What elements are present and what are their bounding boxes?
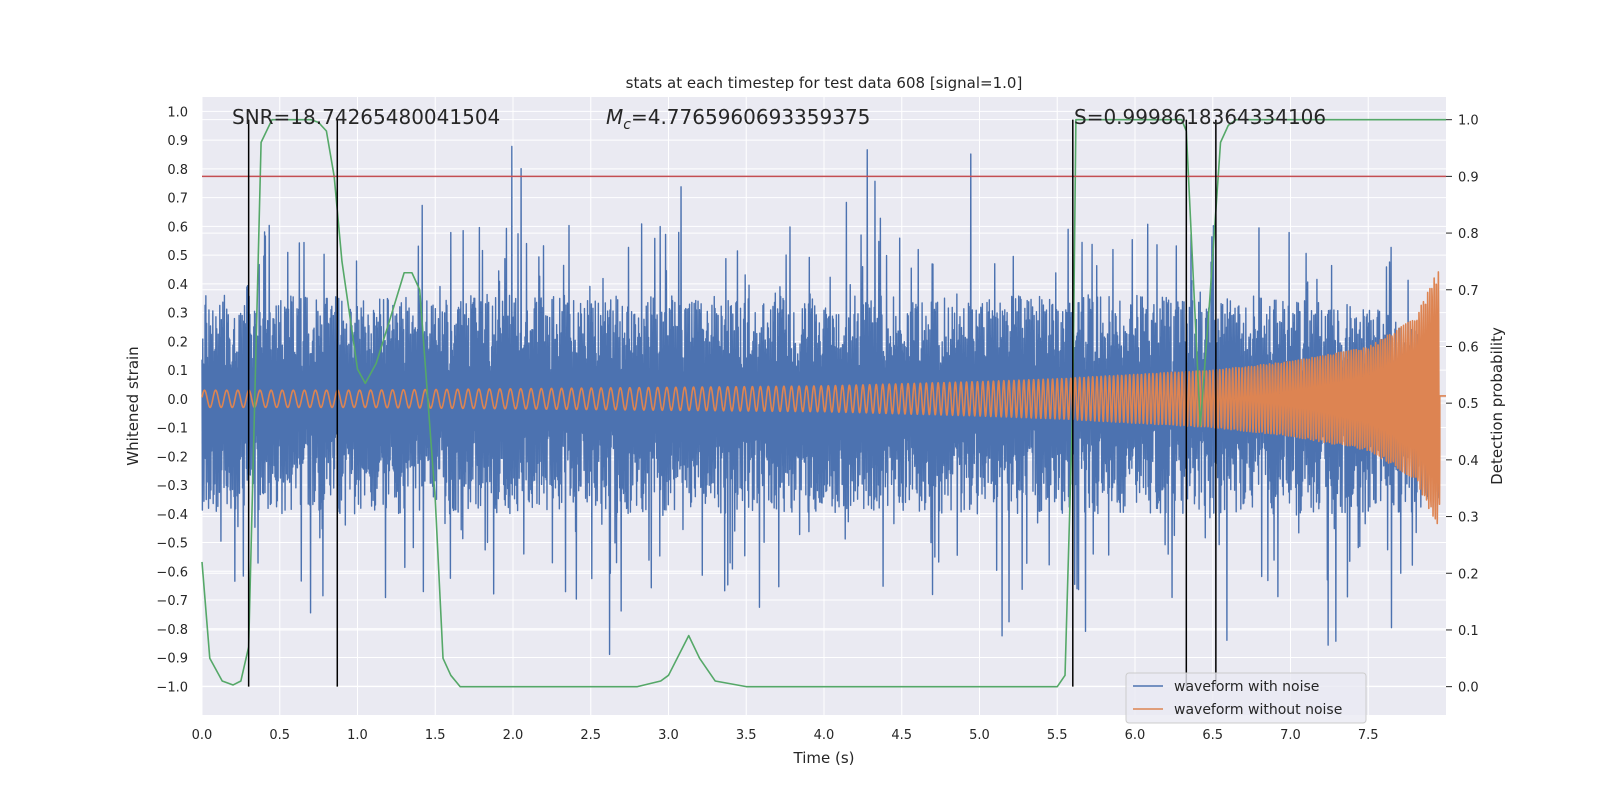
- y2-tick-label: 0.8: [1458, 227, 1479, 242]
- x-tick-label: 3.5: [736, 728, 757, 743]
- y-tick-label: −0.9: [156, 652, 188, 667]
- y-tick-label: 0.0: [167, 393, 188, 408]
- y2-tick-label: 0.6: [1458, 340, 1479, 355]
- chart-title: stats at each timestep for test data 608…: [626, 74, 1023, 92]
- chirp-mass-subscript: c: [623, 117, 631, 133]
- x-tick-label: 5.0: [969, 728, 990, 743]
- x-tick-label: 0.5: [269, 728, 290, 743]
- y2-tick-label: 0.7: [1458, 284, 1479, 299]
- y2-tick-label: 0.3: [1458, 511, 1479, 526]
- x-tick-label: 0.0: [192, 728, 213, 743]
- y-tick-label: 0.9: [167, 134, 188, 149]
- y-tick-label: 1.0: [167, 105, 188, 120]
- y-tick-label: 0.1: [167, 364, 188, 379]
- x-tick-label: 1.0: [347, 728, 368, 743]
- series-layer: [201, 145, 1446, 656]
- y2-tick-label: 0.2: [1458, 567, 1479, 582]
- x-tick-label: 7.0: [1280, 728, 1301, 743]
- s-annotation: S=0.9998618364334106: [1074, 105, 1326, 129]
- y2-axis-label: Detection probability: [1488, 327, 1506, 485]
- y2-tick-label: 0.0: [1458, 681, 1479, 696]
- y2-tick-label: 0.9: [1458, 170, 1479, 185]
- y2-tick-label: 0.1: [1458, 624, 1479, 639]
- y-tick-label: −0.8: [156, 623, 188, 638]
- y-axis-label: Whitened strain: [124, 346, 142, 465]
- x-tick-label: 7.5: [1358, 728, 1379, 743]
- x-tick-label: 6.5: [1202, 728, 1223, 743]
- x-tick-label: 4.5: [891, 728, 912, 743]
- y-tick-label: 0.4: [167, 278, 188, 293]
- legend: waveform with noise waveform without noi…: [1125, 672, 1367, 724]
- y-tick-label: −0.1: [156, 422, 188, 437]
- legend-label-waveform-with-noise: waveform with noise: [1174, 679, 1319, 695]
- series-waveform-without-noise: [201, 271, 1446, 525]
- x-tick-label: 5.5: [1047, 728, 1068, 743]
- y-tick-label: 0.7: [167, 192, 188, 207]
- x-tick-label: 4.0: [814, 728, 835, 743]
- y-tick-label: −0.7: [156, 594, 188, 609]
- y-tick-label: 0.3: [167, 307, 188, 322]
- x-tick-label: 2.5: [580, 728, 601, 743]
- x-axis-label: Time (s): [793, 749, 855, 767]
- y-tick-label: −0.4: [156, 508, 188, 523]
- y2-tick-label: 0.4: [1458, 454, 1479, 469]
- y2-tick-label: 0.5: [1458, 397, 1479, 412]
- x-tick-label: 2.0: [503, 728, 524, 743]
- y-tick-label: −0.6: [156, 565, 188, 580]
- legend-label-waveform-without-noise: waveform without noise: [1174, 702, 1342, 718]
- x-tick-label: 6.0: [1125, 728, 1146, 743]
- chirp-mass-value: =4.7765960693359375: [631, 105, 870, 129]
- overlay-layer: [201, 118, 1446, 688]
- y-tick-label: −0.3: [156, 479, 188, 494]
- y-tick-label: −1.0: [156, 680, 188, 695]
- snr-annotation: SNR=18.74265480041504: [232, 105, 500, 129]
- chirp-mass-annotation: Mc=4.7765960693359375: [606, 105, 870, 133]
- y-tick-label: −0.5: [156, 537, 188, 552]
- chirp-mass-symbol: M: [606, 105, 623, 129]
- y-tick-label: 0.2: [167, 335, 188, 350]
- x-tick-label: 1.5: [425, 728, 446, 743]
- y-tick-label: 0.5: [167, 249, 188, 264]
- y2-tick-label: 1.0: [1458, 114, 1479, 129]
- y-tick-label: 0.6: [167, 220, 188, 235]
- tick-labels: −1.0 −0.9 −0.8 −0.7 −0.6 −0.5 −0.4 −0.3 −0.2 −0.1…: [156, 105, 1478, 743]
- y-tick-label: 0.8: [167, 163, 188, 178]
- legend-box: [1125, 672, 1367, 724]
- x-tick-label: 3.0: [658, 728, 679, 743]
- y-tick-label: −0.2: [156, 450, 188, 465]
